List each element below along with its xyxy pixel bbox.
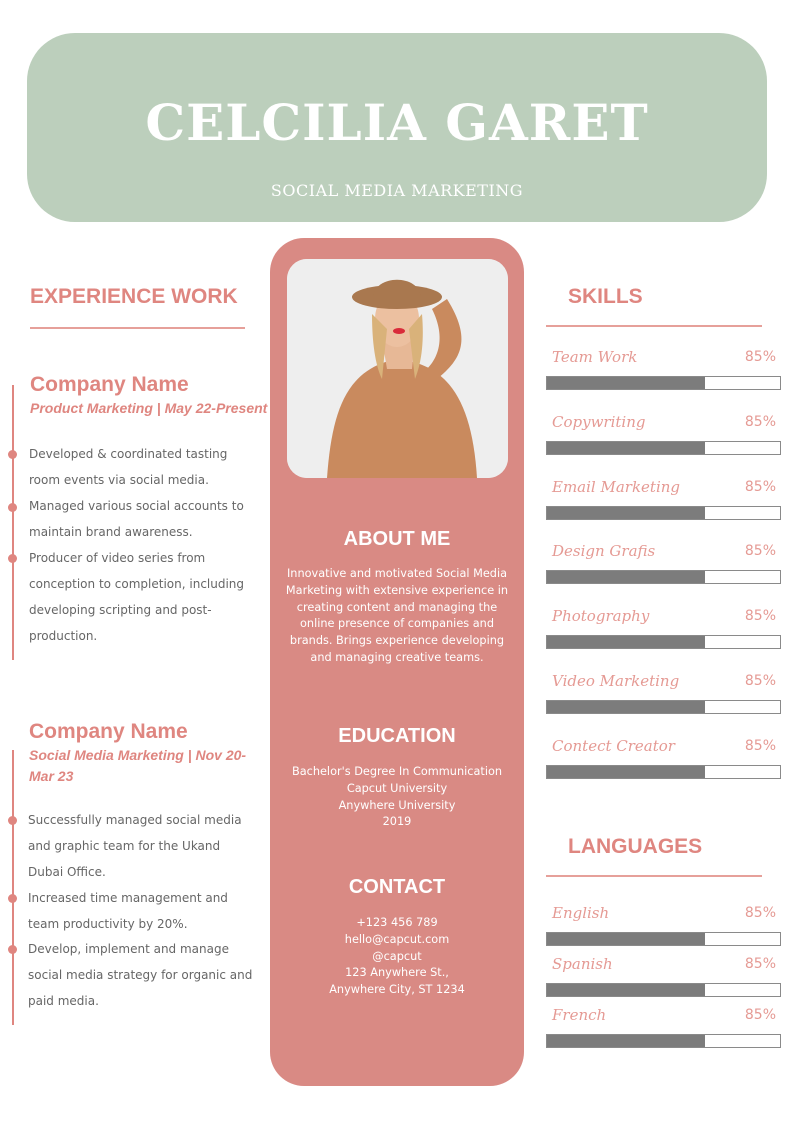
- address: Anywhere City, ST 1234: [329, 983, 465, 997]
- experience-title: EXPERIENCE WORK: [30, 285, 238, 308]
- timeline-line: [12, 750, 14, 1025]
- progress-fill: [547, 377, 706, 389]
- bullet-dot: [8, 554, 17, 563]
- skills-percent: 85%: [744, 413, 776, 430]
- phone: +123 456 789: [356, 916, 438, 929]
- education-title: EDUCATION: [338, 725, 456, 747]
- profile-photo: [287, 259, 508, 478]
- languages-percent: 85%: [744, 956, 776, 972]
- bullet-dot: [8, 894, 17, 903]
- skills-label: Copywriting: [552, 412, 646, 431]
- degree: Bachelor's Degree In Communication: [291, 765, 503, 778]
- skills-label: Email Marketing: [552, 477, 681, 496]
- skills-progress-bar: [546, 440, 781, 455]
- progress-fill: [547, 506, 706, 519]
- timeline-line: [12, 385, 14, 660]
- skills-percent: 85%: [744, 478, 776, 495]
- address: 123 Anywhere St.,: [345, 966, 449, 980]
- full-name: CELCILIA GARET: [145, 93, 649, 152]
- skills-progress-bar: [546, 764, 781, 779]
- skills-progress-bar: [546, 635, 781, 650]
- languages-percent: 85%: [744, 905, 776, 921]
- languages-percent: 85%: [744, 1007, 776, 1023]
- skills-percent: 85%: [744, 543, 776, 560]
- job-bullet: Increased time management and team produ…: [28, 891, 228, 931]
- profile-panel: ABOUT ME Innovative and motivated Social…: [270, 238, 524, 1086]
- header-banner: CELCILIA GARET SOCIAL MEDIA MARKETING: [27, 33, 767, 222]
- company-name: Company Name: [30, 373, 189, 396]
- languages-label: French: [552, 1006, 607, 1024]
- skills-label: Team Work: [552, 348, 638, 366]
- position: Product Marketing | May 22-Present: [30, 400, 268, 416]
- skills-label: Video Marketing: [552, 672, 680, 690]
- divider: [546, 875, 762, 877]
- job-bullet: Producer of video series from conception…: [29, 551, 245, 643]
- skills-percent: 85%: [744, 608, 776, 625]
- progress-fill: [547, 571, 706, 584]
- languages-progress-bar: [546, 1034, 781, 1048]
- skills-label: Photography: [552, 607, 650, 626]
- progress-fill: [547, 933, 706, 945]
- job-bullet: Developed & coordinated tasting room eve…: [29, 447, 228, 487]
- skills-percent: 85%: [744, 349, 776, 365]
- progress-fill: [547, 984, 706, 996]
- contact-title: CONTACT: [348, 876, 446, 898]
- skills-percent: 85%: [744, 737, 776, 754]
- skills-progress-bar: [546, 570, 781, 585]
- position: Social Media Marketing | Nov 20-Mar 23: [29, 747, 247, 784]
- progress-fill: [547, 765, 706, 778]
- company-name: Company Name: [29, 720, 188, 743]
- skills-title: SKILLS: [568, 285, 643, 308]
- education-details: Bachelor's Degree In Communication Capcu…: [270, 764, 524, 831]
- languages-label: Spanish: [552, 955, 613, 973]
- progress-fill: [547, 701, 706, 713]
- languages-progress-bar: [546, 983, 781, 997]
- skills-progress-bar: [546, 376, 781, 390]
- progress-fill: [547, 441, 706, 454]
- languages-title: LANGUAGES: [568, 835, 703, 858]
- skills-progress-bar: [546, 700, 781, 714]
- languages-progress-bar: [546, 932, 781, 946]
- skills-percent: 85%: [744, 673, 776, 689]
- email: hello@capcut.com: [344, 932, 450, 946]
- divider: [30, 327, 245, 329]
- job-bullet: Managed various social accounts to maint…: [29, 499, 244, 539]
- job-title: SOCIAL MEDIA MARKETING: [270, 181, 524, 200]
- job-bullet: Successfully managed social media and gr…: [28, 813, 242, 879]
- divider: [546, 325, 762, 327]
- skills-label: Design Grafis: [552, 542, 656, 561]
- contact-details: +123 456 789 hello@capcut.com @capcut 12…: [270, 915, 524, 999]
- bullet-dot: [8, 503, 17, 512]
- bullet-dot: [8, 945, 17, 954]
- social-handle: @capcut: [372, 949, 422, 963]
- school: Anywhere University: [338, 798, 456, 812]
- skills-progress-bar: [546, 505, 781, 520]
- languages-label: English: [552, 904, 610, 922]
- year: 2019: [382, 815, 412, 829]
- bullet-dot: [8, 450, 17, 459]
- bullet-dot: [8, 816, 17, 825]
- skills-label: Contect Creator: [552, 736, 675, 755]
- job-bullet: Develop, implement and manage social med…: [28, 942, 253, 1008]
- school: Capcut University: [346, 781, 448, 795]
- about-text: Innovative and motivated Social Media Ma…: [285, 567, 509, 664]
- progress-fill: [547, 1035, 706, 1047]
- about-title: ABOUT ME: [343, 528, 451, 550]
- progress-fill: [547, 636, 706, 649]
